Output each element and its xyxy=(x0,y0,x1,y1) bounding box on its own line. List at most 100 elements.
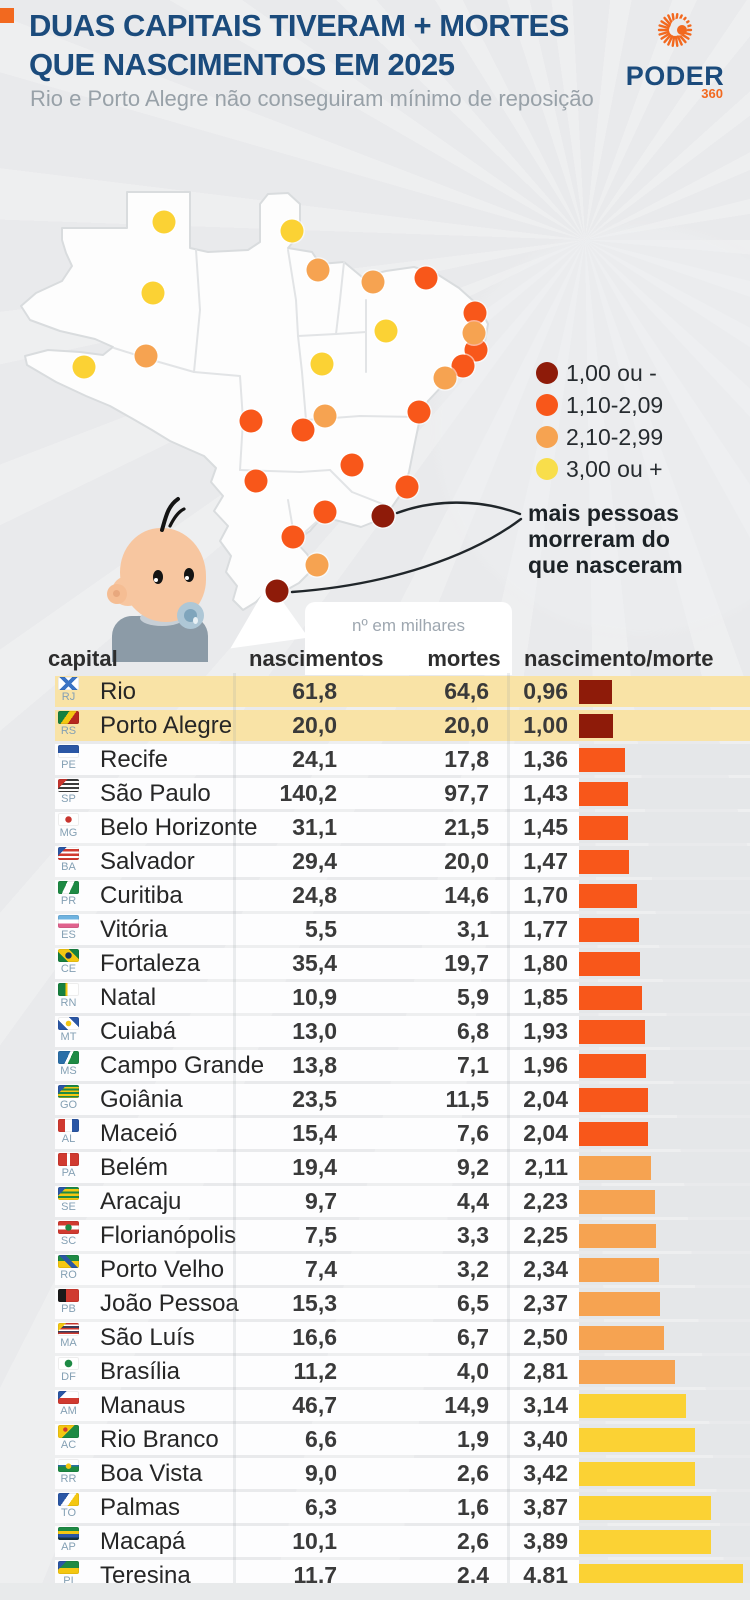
state-abbr: PI xyxy=(63,1575,74,1587)
deaths-value: 1,9 xyxy=(457,1426,489,1452)
table-row: PA Belém 19,4 9,2 2,11 xyxy=(55,1152,750,1183)
page-title: DUAS CAPITAIS TIVERAM + MORTES QUE NASCI… xyxy=(29,6,569,84)
state-flag-icon xyxy=(58,1119,79,1132)
state-flag-icon xyxy=(58,915,79,928)
state-abbr: MS xyxy=(60,1065,77,1077)
deaths-value: 64,6 xyxy=(444,678,489,704)
ratio-value: 1,70 xyxy=(523,882,568,908)
state-abbr: PE xyxy=(61,759,76,771)
state-flag-icon xyxy=(58,711,79,724)
births-value: 23,5 xyxy=(292,1086,337,1112)
table-row: RR Boa Vista 9,0 2,6 3,42 xyxy=(55,1458,750,1489)
table-row: MT Cuiabá 13,0 6,8 1,93 xyxy=(55,1016,750,1047)
births-value: 10,9 xyxy=(292,984,337,1010)
page-subtitle: Rio e Porto Alegre não conseguiram mínim… xyxy=(30,86,594,111)
table-row: RS Porto Alegre 20,0 20,0 1,00 xyxy=(55,710,750,741)
table-row: AM Manaus 46,7 14,9 3,14 xyxy=(55,1390,750,1421)
state-flag-icon xyxy=(58,949,79,962)
deaths-value: 4,4 xyxy=(457,1188,489,1214)
deaths-value: 17,8 xyxy=(444,746,489,772)
table-row: RJ Rio 61,8 64,6 0,96 xyxy=(55,676,750,707)
col-header-deaths: mortes xyxy=(427,646,501,671)
title-line1: DUAS CAPITAIS TIVERAM + MORTES xyxy=(29,8,569,43)
legend-dot-icon xyxy=(536,458,558,480)
ratio-value: 1,77 xyxy=(523,916,568,942)
births-value: 15,4 xyxy=(292,1120,337,1146)
state-flag-icon xyxy=(58,1255,79,1268)
logo-word: PODER xyxy=(625,61,725,91)
ratio-value: 1,80 xyxy=(523,950,568,976)
annotation-text: mais pessoas morreram do que nasceram xyxy=(528,500,683,578)
deaths-value: 20,0 xyxy=(444,848,489,874)
state-abbr: MT xyxy=(60,1031,77,1043)
ratio-bar xyxy=(579,782,628,806)
births-value: 13,8 xyxy=(292,1052,337,1078)
deaths-value: 7,6 xyxy=(457,1120,489,1146)
births-value: 24,1 xyxy=(292,746,337,772)
deaths-value: 14,9 xyxy=(444,1392,489,1418)
state-abbr: AC xyxy=(60,1439,77,1451)
capitals-table: RJ Rio 61,8 64,6 0,96 RS Porto Alegre 20… xyxy=(55,673,750,1591)
map-dot-PI xyxy=(310,352,334,376)
table-row: AL Maceió 15,4 7,6 2,04 xyxy=(55,1118,750,1149)
births-value: 7,5 xyxy=(305,1222,337,1248)
state-flag-icon xyxy=(58,1051,79,1064)
state-abbr: AL xyxy=(61,1133,76,1145)
map-dot-MG xyxy=(340,453,364,477)
map-dot-RJ xyxy=(371,504,395,528)
ratio-value: 3,14 xyxy=(523,1392,568,1418)
capital-name: Palmas xyxy=(100,1494,181,1521)
map-dot-PB xyxy=(462,321,486,345)
deaths-value: 5,9 xyxy=(457,984,489,1010)
state-flag-icon xyxy=(58,847,79,860)
column-divider-1 xyxy=(233,673,236,1583)
capital-name: Rio xyxy=(100,678,137,705)
deaths-value: 6,5 xyxy=(457,1290,489,1316)
births-value: 6,3 xyxy=(305,1494,337,1520)
legend-label: 2,10-2,99 xyxy=(566,424,664,450)
capital-name: Manaus xyxy=(100,1392,186,1419)
capital-name: Brasília xyxy=(100,1358,181,1385)
map-dot-ES xyxy=(395,475,419,499)
births-value: 29,4 xyxy=(292,848,337,874)
ratio-value: 3,87 xyxy=(523,1494,568,1520)
state-flag-icon xyxy=(58,1357,79,1370)
state-flag-icon xyxy=(58,1153,79,1166)
state-flag-icon xyxy=(58,983,79,996)
births-value: 61,8 xyxy=(292,678,337,704)
state-abbr: PR xyxy=(60,895,77,907)
table-row: SP São Paulo 140,2 97,7 1,43 xyxy=(55,778,750,809)
table-row: MS Campo Grande 13,8 7,1 1,96 xyxy=(55,1050,750,1081)
table-row: AP Macapá 10,1 2,6 3,89 xyxy=(55,1526,750,1557)
baby-ear-inner xyxy=(113,590,120,597)
state-abbr: RN xyxy=(60,997,77,1009)
births-value: 15,3 xyxy=(292,1290,337,1316)
births-value: 46,7 xyxy=(292,1392,337,1418)
map-dot-RS xyxy=(265,579,289,603)
map-dot-RN xyxy=(463,301,487,325)
state-abbr: TO xyxy=(60,1507,77,1519)
deaths-value: 6,8 xyxy=(457,1018,489,1044)
capital-name: São Paulo xyxy=(100,780,211,807)
state-abbr: SC xyxy=(60,1235,77,1247)
ratio-value: 1,96 xyxy=(523,1052,568,1078)
state-abbr: AP xyxy=(61,1541,76,1553)
state-abbr: SP xyxy=(61,793,76,805)
ratio-bar xyxy=(579,1496,711,1520)
state-flag-icon xyxy=(58,1323,79,1336)
ratio-value: 1,47 xyxy=(523,848,568,874)
state-abbr: RJ xyxy=(61,691,76,703)
units-note: nº em milhares xyxy=(352,616,465,635)
ratio-value: 2,37 xyxy=(523,1290,568,1316)
capital-name: Recife xyxy=(100,746,169,773)
legend-dot-icon xyxy=(536,362,558,384)
state-abbr: GO xyxy=(59,1099,78,1111)
col-header-ratio: nascimento/morte xyxy=(524,646,714,671)
baby-pacifier-glint xyxy=(193,617,198,624)
state-abbr: RO xyxy=(60,1269,77,1281)
legend-label: 1,10-2,09 xyxy=(566,392,664,418)
table-row: CE Fortaleza 35,4 19,7 1,80 xyxy=(55,948,750,979)
table-row: DF Brasília 11,2 4,0 2,81 xyxy=(55,1356,750,1387)
annotation-line: que nasceram xyxy=(528,552,683,578)
